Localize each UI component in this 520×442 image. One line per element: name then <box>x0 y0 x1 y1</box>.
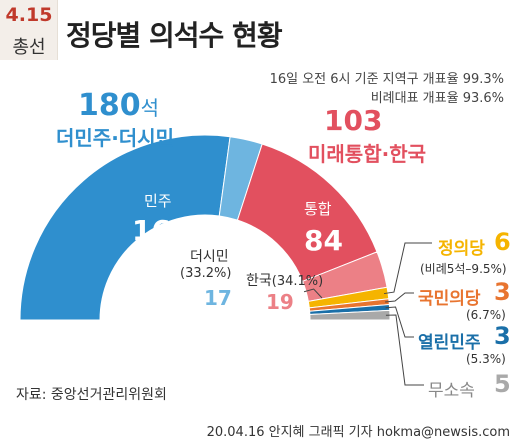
count-note: 비례대표 개표율 93.6% <box>370 91 504 106</box>
detail-gukmin: (6.7%) <box>466 308 506 322</box>
left-bloc-total: 180석 <box>78 88 160 123</box>
label-musosok: 무소속 <box>428 381 475 401</box>
wedge-musosok <box>309 309 391 321</box>
label-hanguk-group: 한국(34.1%) <box>246 270 323 290</box>
label-dsimin: 더시민 <box>190 249 229 265</box>
leader-gukmin <box>385 292 414 303</box>
label-gukmin: 국민의당 <box>418 289 481 309</box>
value-dsimin: 17 <box>204 286 232 310</box>
detail-yeolrin: (5.3%) <box>466 352 506 366</box>
value-tonghap: 84 <box>304 224 343 257</box>
leader-musosok <box>385 314 424 386</box>
leader-jeongui <box>383 242 432 295</box>
badge-date: 4.15 <box>5 4 53 26</box>
label-minju: 민주 <box>144 192 172 210</box>
right-bloc-name: 미래통합·한국 <box>308 142 426 166</box>
value-hanguk: 19 <box>266 290 294 314</box>
credit-line: 20.04.16 안지혜 그래픽 기자 hokma@newsis.com <box>206 425 510 440</box>
value-minju: 163 <box>132 214 191 247</box>
footer-bar: 20.04.16 안지혜 그래픽 기자 hokma@newsis.com <box>0 416 520 442</box>
badge-label: 총선 <box>12 37 46 58</box>
wedge-minju <box>19 134 231 321</box>
left-bloc-name: 더민주·더시민 <box>56 126 174 150</box>
leader-hanguk <box>303 288 323 299</box>
label-tonghap: 통합 <box>304 200 332 218</box>
value-gukmin: 3 <box>494 278 511 306</box>
detail-jeongui: (비례5석–9.5%) <box>420 262 507 276</box>
count-note: 16일 오전 6시 기준 지역구 개표율 99.3% <box>269 72 504 87</box>
detail-dsimin: (33.2%) <box>180 266 232 281</box>
detail-hanguk: (34.1%) <box>271 274 324 289</box>
leader-lines <box>303 242 432 386</box>
value-musosok: 5 <box>494 370 511 398</box>
seat-wedges <box>19 134 391 321</box>
label-hanguk: 한국 <box>246 273 272 289</box>
label-jeongui: 정의당 <box>438 239 485 259</box>
right-bloc-total: 103 <box>324 104 383 137</box>
source-note: 자료: 중앙선거관리위원회 <box>16 387 167 403</box>
leader-yeolrin <box>385 306 414 338</box>
page-title: 정당별 의석수 현황 <box>66 19 283 52</box>
election-badge: 4.15 총선 <box>0 0 58 60</box>
value-yeolrin: 3 <box>494 322 511 350</box>
value-jeongui: 6 <box>494 228 511 256</box>
label-yeolrin: 열린민주 <box>418 333 481 353</box>
